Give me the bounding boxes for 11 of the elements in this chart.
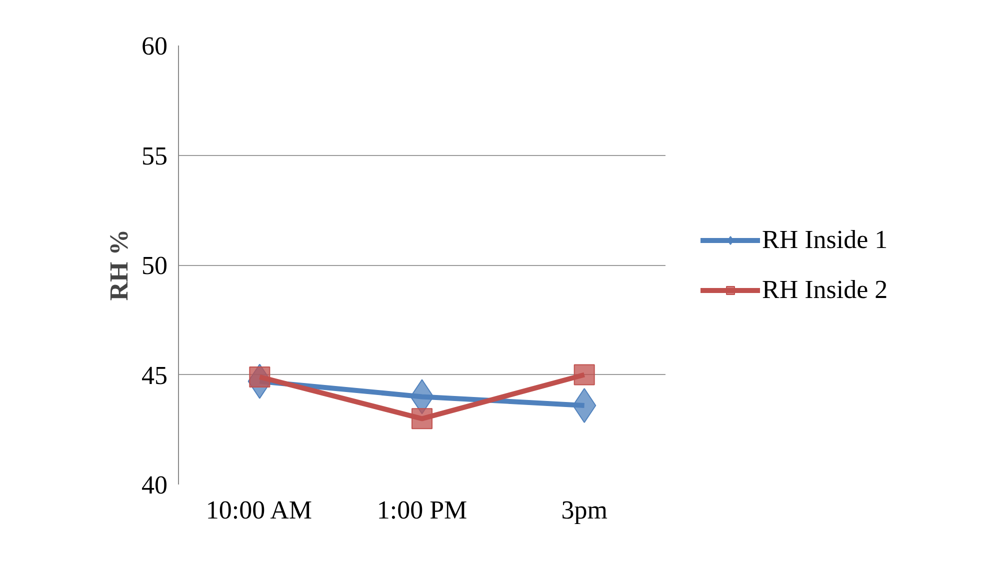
y-tick-label: 45 bbox=[142, 360, 168, 390]
y-tick-label: 55 bbox=[142, 141, 168, 170]
y-tick-label: 50 bbox=[142, 251, 168, 280]
x-tick-label: 3pm bbox=[561, 496, 608, 524]
x-tick-label: 1:00 PM bbox=[376, 496, 468, 524]
y-tick-label: 60 bbox=[142, 32, 168, 60]
y-tick-label: 40 bbox=[142, 470, 168, 500]
x-tick-label: 10:00 AM bbox=[206, 496, 312, 524]
legend-label: RH Inside 1 bbox=[762, 224, 888, 254]
legend-label: RH Inside 2 bbox=[762, 274, 888, 304]
y-axis-title: RH % bbox=[104, 229, 134, 301]
